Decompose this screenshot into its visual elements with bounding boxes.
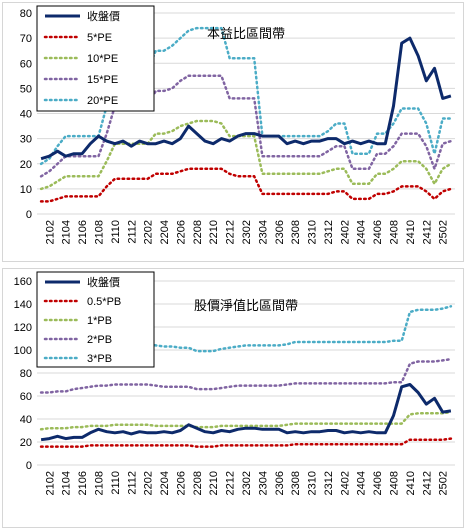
x-tick-label: 2308 xyxy=(290,220,302,244)
series-line-4 xyxy=(39,26,453,166)
x-tick-label: 2204 xyxy=(159,220,171,244)
x-tick-label: 2208 xyxy=(192,471,204,495)
pe-band-chart: 0 10 20 30 40 50 60 70 80 2102 2104 2106 2108 2110 211… xyxy=(20,5,455,244)
x-tick-label: 2110 xyxy=(110,471,122,495)
legend-label: 10*PE xyxy=(87,53,118,65)
y-tick-label: 100 xyxy=(14,345,32,357)
legend-label: 0.5*PB xyxy=(87,296,121,308)
x-tick-label: 2412 xyxy=(421,220,433,244)
series-line-3 xyxy=(39,74,453,178)
x-tick-label: 2402 xyxy=(339,220,351,244)
x-tick-label: 2202 xyxy=(143,471,155,495)
x-tick-label: 2104 xyxy=(61,471,73,495)
y-tick-label: 0 xyxy=(26,460,32,472)
chart-title: 本益比區間帶 xyxy=(207,26,285,41)
pb-band-chart: 0 20 40 60 80 100 120 140 160 2102 2104 2106 2108 211… xyxy=(14,271,455,495)
x-tick-label: 2208 xyxy=(192,220,204,244)
series-line-2 xyxy=(39,410,453,431)
x-tick-label: 2210 xyxy=(208,220,220,244)
chart-title: 股價淨值比區間帶 xyxy=(194,298,298,313)
legend-label: 2*PB xyxy=(87,334,112,346)
y-tick-label: 160 xyxy=(14,276,32,288)
y-tick-label: 120 xyxy=(14,322,32,334)
series-line-1 xyxy=(39,167,453,203)
x-tick-label: 2310 xyxy=(307,220,319,244)
pe-band-chart-panel: 0 10 20 30 40 50 60 70 80 2102 2104 2106 2108 2110 211… xyxy=(2,2,464,262)
x-tick-label: 2302 xyxy=(241,220,253,244)
series-line-0 xyxy=(40,36,452,161)
series-line-2 xyxy=(39,119,453,191)
y-tick-label: 10 xyxy=(20,184,32,196)
y-tick-label: 140 xyxy=(14,299,32,311)
x-tick-label: 2410 xyxy=(405,471,417,495)
series-line-1 xyxy=(39,437,453,448)
x-tick-label: 2312 xyxy=(323,220,335,244)
x-tick-label: 2406 xyxy=(372,471,384,495)
x-tick-label: 2110 xyxy=(110,220,122,244)
x-tick-label: 2108 xyxy=(93,471,105,495)
legend-label: 20*PE xyxy=(87,95,118,107)
x-tick-label: 2404 xyxy=(356,471,368,495)
x-tick-label: 2408 xyxy=(389,220,401,244)
x-tick-label: 2306 xyxy=(274,471,286,495)
legend-label: 5*PE xyxy=(87,32,112,44)
x-tick-label: 2410 xyxy=(405,220,417,244)
x-tick-label: 2102 xyxy=(44,220,56,244)
y-tick-label: 60 xyxy=(20,58,32,70)
legend-label: 3*PB xyxy=(87,353,112,365)
y-tick-label: 70 xyxy=(20,33,32,45)
x-tick-label: 2204 xyxy=(159,471,171,495)
x-tick-label: 2402 xyxy=(339,471,351,495)
x-tick-label: 2112 xyxy=(126,220,138,244)
y-tick-label: 0 xyxy=(26,209,32,221)
x-tick-label: 2308 xyxy=(290,471,302,495)
x-tick-label: 2306 xyxy=(274,220,286,244)
y-tick-label: 50 xyxy=(20,83,32,95)
x-tick-label: 2106 xyxy=(77,471,89,495)
x-tick-label: 2104 xyxy=(61,220,73,244)
legend-label: 15*PE xyxy=(87,74,118,86)
x-tick-label: 2112 xyxy=(126,471,138,495)
series-line-0 xyxy=(40,383,452,442)
x-tick-label: 2304 xyxy=(257,471,269,495)
x-tick-label: 2406 xyxy=(372,220,384,244)
x-tick-label: 2302 xyxy=(241,471,253,495)
x-tick-label: 2210 xyxy=(208,471,220,495)
x-tick-label: 2412 xyxy=(421,471,433,495)
y-tick-label: 60 xyxy=(20,391,32,403)
y-tick-label: 20 xyxy=(20,437,32,449)
x-tick-label: 2310 xyxy=(307,471,319,495)
y-tick-label: 30 xyxy=(20,134,32,146)
legend-label: 收盤價 xyxy=(87,9,120,23)
x-tick-label: 2106 xyxy=(77,220,89,244)
x-tick-label: 2202 xyxy=(143,220,155,244)
x-tick-label: 2304 xyxy=(257,220,269,244)
x-tick-label: 2212 xyxy=(225,220,237,244)
y-tick-label: 40 xyxy=(20,414,32,426)
y-tick-label: 40 xyxy=(20,109,32,121)
legend-label: 收盤價 xyxy=(87,275,120,289)
pb-band-chart-panel: 0 20 40 60 80 100 120 140 160 2102 2104 2106 2108 211… xyxy=(2,268,464,528)
x-tick-label: 2404 xyxy=(356,220,368,244)
y-tick-label: 20 xyxy=(20,159,32,171)
legend-label: 1*PB xyxy=(87,315,112,327)
x-tick-label: 2502 xyxy=(438,220,450,244)
x-tick-label: 2408 xyxy=(389,471,401,495)
x-tick-label: 2206 xyxy=(175,220,187,244)
x-tick-label: 2502 xyxy=(438,471,450,495)
x-tick-label: 2108 xyxy=(93,220,105,244)
y-tick-label: 80 xyxy=(20,368,32,380)
x-tick-label: 2212 xyxy=(225,471,237,495)
series-line-3 xyxy=(39,357,453,394)
x-tick-label: 2206 xyxy=(175,471,187,495)
x-tick-label: 2312 xyxy=(323,471,335,495)
y-tick-label: 80 xyxy=(20,8,32,20)
x-tick-label: 2102 xyxy=(44,471,56,495)
